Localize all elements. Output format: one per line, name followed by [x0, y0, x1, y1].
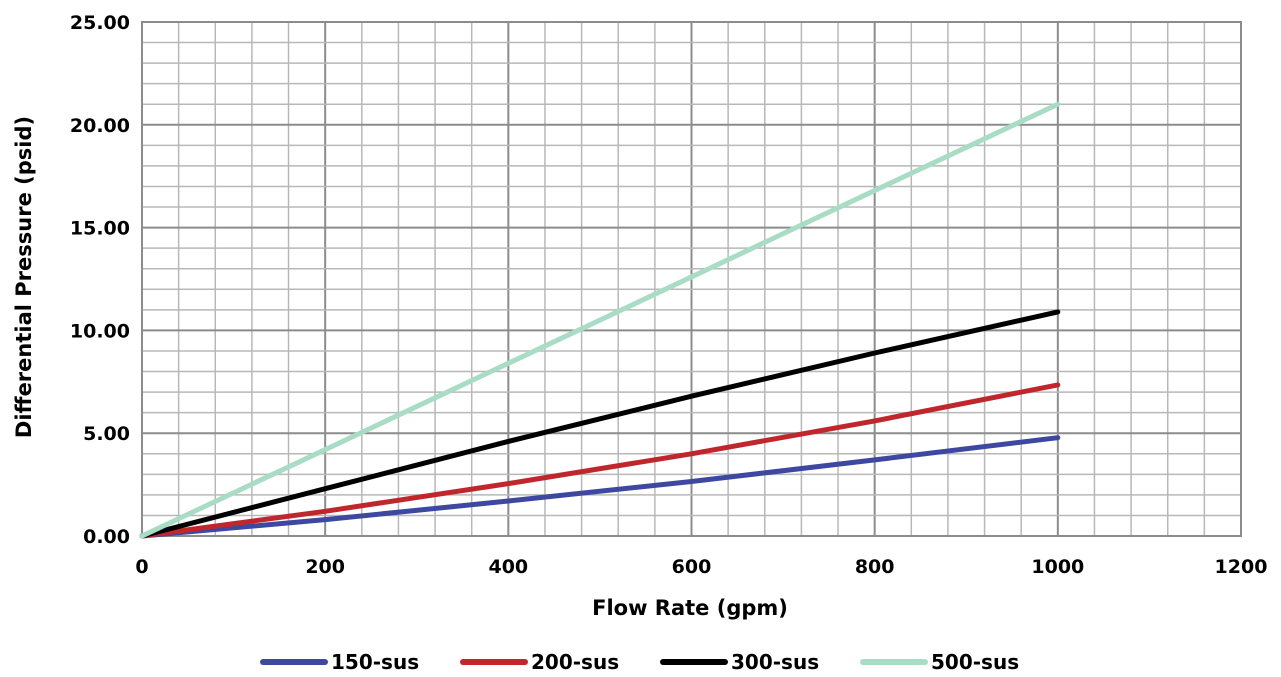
x-tick-label: 400 [488, 556, 528, 578]
x-tick-label: 1200 [1215, 556, 1268, 578]
x-tick-label: 0 [135, 556, 148, 578]
x-tick-label: 1000 [1031, 556, 1084, 578]
y-tick-label: 25.00 [70, 12, 130, 34]
x-tick-label: 600 [672, 556, 712, 578]
x-tick-label: 800 [855, 556, 895, 578]
y-tick-label: 0.00 [83, 526, 130, 548]
y-axis-title: Differential Pressure (psid) [12, 116, 36, 438]
x-axis-title: Flow Rate (gpm) [592, 596, 788, 620]
series-line-150-sus [139, 435, 1061, 539]
y-axis-ticks: 0.00 5.00 10.00 15.00 20.00 25.00 [70, 12, 130, 548]
legend-label: 300-sus [731, 650, 819, 674]
legend-label: 500-sus [931, 650, 1019, 674]
y-tick-label: 5.00 [83, 423, 130, 445]
y-tick-label: 15.00 [70, 218, 130, 240]
series-line-300-sus [139, 309, 1061, 539]
series-lines [139, 101, 1061, 539]
series-line-500-sus [139, 101, 1061, 539]
series-line-200-sus [139, 382, 1061, 539]
x-tick-label: 200 [305, 556, 345, 578]
y-tick-label: 20.00 [70, 115, 130, 137]
legend-label: 200-sus [531, 650, 619, 674]
y-tick-label: 10.00 [70, 320, 130, 342]
legend-label: 150-sus [331, 650, 419, 674]
legend: 150-sus 200-sus 300-sus 500-sus [260, 650, 1019, 674]
plot-area [141, 21, 1242, 537]
x-axis-ticks: 0 200 400 600 800 1000 1200 [135, 556, 1267, 578]
